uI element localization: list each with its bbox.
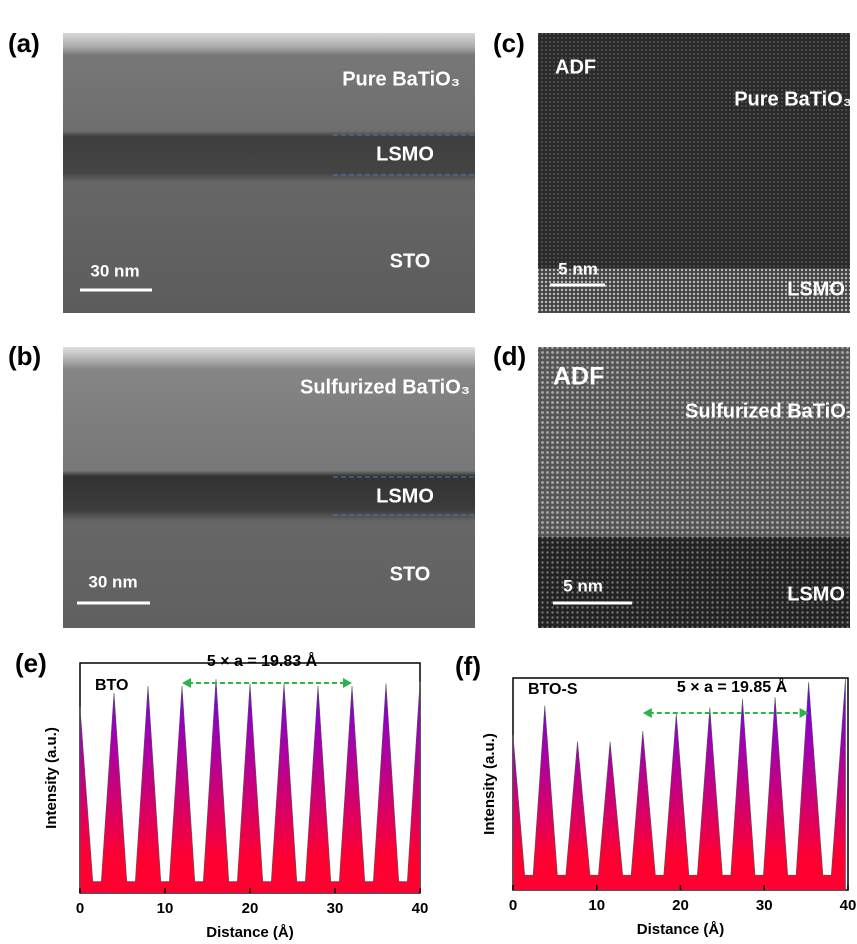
scale-bar-label: 5 nm — [558, 259, 598, 278]
x-tick-label: 0 — [509, 897, 517, 914]
x-axis-label: Distance (Å) — [637, 921, 725, 938]
micrograph — [538, 537, 850, 628]
x-tick-label: 30 — [327, 900, 344, 917]
panel-label: (e) — [15, 648, 47, 678]
micrograph — [63, 347, 475, 628]
y-axis-label: Intensity (a.u.) — [481, 733, 498, 835]
intensity-area — [512, 677, 846, 891]
micrograph — [538, 268, 850, 313]
period-label: 5 × a = 19.85 Å — [677, 677, 788, 696]
film-label: Sulfurized BaTiO₃ — [685, 400, 855, 422]
x-tick-label: 20 — [672, 897, 689, 914]
micrograph — [538, 33, 850, 268]
sample-label: BTO — [95, 677, 128, 694]
x-tick-label: 10 — [588, 897, 605, 914]
scale-bar-label: 30 nm — [88, 572, 137, 591]
substrate-label: STO — [390, 563, 431, 585]
x-tick-label: 30 — [756, 897, 773, 914]
substrate-label: STO — [390, 250, 431, 272]
x-axis-label: Distance (Å) — [206, 924, 294, 941]
x-tick-label: 40 — [840, 897, 857, 914]
period-label: 5 × a = 19.83 Å — [207, 651, 318, 670]
film-label: Pure BaTiO₃ — [342, 68, 460, 90]
mode-label: ADF — [555, 56, 596, 78]
layer-label: LSMO — [787, 583, 845, 605]
x-tick-label: 40 — [412, 900, 429, 917]
intensity-area — [79, 679, 421, 894]
layer-label: LSMO — [787, 278, 845, 300]
micrograph — [538, 347, 850, 537]
panel-label: (d) — [493, 341, 526, 371]
panel-label: (b) — [8, 341, 41, 371]
film-label: Pure BaTiO₃ — [734, 88, 852, 110]
x-tick-label: 10 — [157, 900, 174, 917]
panel-label: (f) — [455, 651, 481, 681]
x-tick-label: 0 — [76, 900, 84, 917]
y-axis-label: Intensity (a.u.) — [43, 727, 60, 829]
scale-bar-label: 5 nm — [563, 576, 603, 595]
sample-label: BTO-S — [528, 681, 578, 698]
scale-bar-label: 30 nm — [90, 261, 139, 280]
panel-label: (a) — [8, 28, 40, 58]
micrograph — [63, 33, 475, 313]
film-label: Sulfurized BaTiO₃ — [300, 376, 470, 398]
layer-label: LSMO — [376, 485, 434, 507]
mode-label: ADF — [553, 363, 604, 391]
panel-label: (c) — [493, 28, 525, 58]
x-tick-label: 20 — [242, 900, 259, 917]
layer-label: LSMO — [376, 143, 434, 165]
